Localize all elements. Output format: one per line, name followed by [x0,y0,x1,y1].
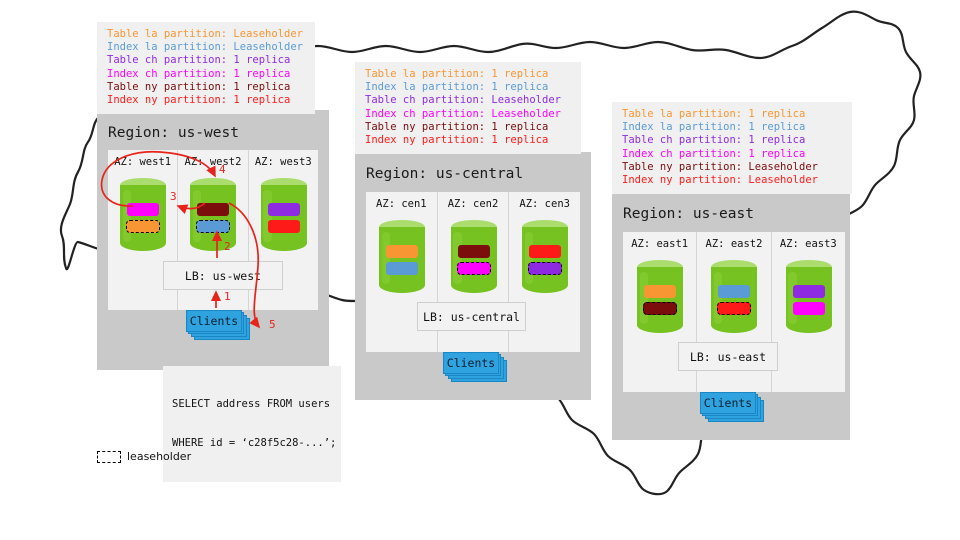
flow-step-number-3: 3 [170,190,177,203]
az-cell-east2[interactable]: AZ: east2 [697,232,772,392]
leaseholder-swatch-icon [97,450,121,463]
replica-slot-index-la[interactable] [718,285,751,298]
clients-label[interactable]: Clients [700,392,756,414]
replica-slot-index-ny[interactable] [529,245,562,258]
legend-line: Index la partition: 1 replica [622,121,806,134]
replica-slot-table-ch[interactable] [267,203,300,216]
legend-line: Table ny partition: 1 replica [107,80,291,93]
legend-line: Table ch partition: 1 replica [107,54,291,67]
legend-line: Index ny partition: 1 replica [365,134,549,147]
az-strip-us-central: AZ: cen1 AZ: cen2 [366,192,580,352]
cylinder-shine [381,232,391,284]
clients-label[interactable]: Clients [443,352,499,374]
legend-line: Table ny partition: 1 replica [365,120,549,133]
az-cell-west3[interactable]: AZ: west3 [249,150,318,310]
cylinder-shine [639,272,649,324]
replica-slot-table-la[interactable] [644,285,676,298]
replica-slot-table-ny-leaseholder[interactable] [643,302,677,315]
node-east2[interactable] [711,260,758,340]
sql-line-2: WHERE id = ‘c28f5c28-...’; [172,437,337,449]
replica-slot-index-ny-leaseholder[interactable] [717,302,752,315]
legend-line: Table la partition: 1 replica [365,68,549,80]
legend-line: Index ch partition: Leaseholder [365,107,561,120]
legend-line: Index la partition: Leaseholder [107,41,303,54]
legend-line: Index ch partition: 1 replica [622,147,806,160]
node-east1[interactable] [637,260,683,340]
az-label: AZ: east2 [705,238,763,250]
region-title: Region: us-west [108,125,239,141]
replica-slot-index-ch[interactable] [792,302,825,315]
legend-line: Index ny partition: Leaseholder [622,174,818,187]
clients-label[interactable]: Clients [186,310,242,332]
leaseholder-key-label: leaseholder [127,450,192,463]
legend-line: Table ch partition: Leaseholder [365,94,561,107]
cylinder-shine [263,190,272,242]
lb-us-east[interactable]: LB: us-east [678,342,778,371]
az-cell-east1[interactable]: AZ: east1 [623,232,698,392]
az-label: AZ: west2 [184,156,242,168]
node-west3[interactable] [260,178,307,258]
az-label: AZ: west3 [254,156,312,168]
replica-slot-table-la[interactable] [386,245,418,258]
lb-us-west[interactable]: LB: us-west [163,261,283,290]
replica-slot-table-la-leaseholder[interactable] [126,220,160,233]
legend-line: Index ch partition: 1 replica [107,67,291,80]
az-cell-cen1[interactable]: AZ: cen1 [366,192,438,352]
cylinder-shine [788,272,797,324]
flow-step-number-1: 1 [224,290,231,303]
az-label: AZ: cen2 [447,198,499,210]
replica-slot-index-la[interactable] [386,262,418,275]
replica-slot-table-ny[interactable] [457,245,490,258]
legend-line: Table la partition: 1 replica [622,108,806,120]
legend-line: Table ch partition: 1 replica [622,134,806,147]
partition-legend-us-central: Table la partition: 1 replica Index la p… [355,62,581,155]
legend-line: Table la partition: Leaseholder [107,28,303,40]
node-cen1[interactable] [379,220,425,300]
clients-us-east[interactable]: Clients [700,392,766,424]
az-label: AZ: cen3 [519,198,570,210]
node-cen3[interactable] [522,220,569,300]
partition-legend-us-east: Table la partition: 1 replica Index la p… [612,102,852,195]
sql-line-1: SELECT address FROM users [172,398,331,410]
node-west1[interactable] [120,178,166,258]
leaseholder-key: leaseholder [97,450,191,463]
region-title: Region: us-east [623,206,754,222]
cylinder-shine [193,190,202,242]
az-label: AZ: west1 [114,156,172,168]
flow-step-number-5: 5 [269,318,276,331]
clients-us-central[interactable]: Clients [443,352,509,384]
az-cell-cen3[interactable]: AZ: cen3 [509,192,580,352]
legend-line: Index ny partition: 1 replica [107,94,291,107]
replica-slot-table-ch[interactable] [792,285,825,298]
legend-line: Index la partition: 1 replica [365,81,549,94]
lb-us-central[interactable]: LB: us-central [417,302,526,331]
cylinder-shine [525,232,534,284]
region-title: Region: us-central [366,166,524,182]
az-label: AZ: east3 [779,238,837,250]
az-label: AZ: cen1 [376,198,427,210]
node-cen2[interactable] [450,220,497,300]
replica-slot-index-ny[interactable] [267,220,300,233]
replica-slot-index-la-leaseholder[interactable] [196,220,231,233]
legend-line: Table ny partition: Leaseholder [622,160,818,173]
cylinder-shine [122,190,132,242]
clients-us-west[interactable]: Clients [186,310,252,342]
flow-step-number-4: 4 [219,163,226,176]
replica-slot-index-ch[interactable] [127,203,159,216]
node-east3[interactable] [785,260,832,340]
az-cell-east3[interactable]: AZ: east3 [772,232,845,392]
flow-step-number-2: 2 [224,240,231,253]
az-label: AZ: east1 [631,238,689,250]
replica-slot-table-ch-leaseholder[interactable] [528,262,563,275]
sql-query-note: SELECT address FROM users WHERE id = ‘c2… [163,366,341,482]
cylinder-shine [714,272,723,324]
cylinder-shine [453,232,462,284]
replica-slot-table-ny[interactable] [197,203,230,216]
partition-legend-us-west: Table la partition: Leaseholder Index la… [97,22,315,115]
az-cell-cen2[interactable]: AZ: cen2 [438,192,510,352]
replica-slot-index-ch-leaseholder[interactable] [456,262,491,275]
